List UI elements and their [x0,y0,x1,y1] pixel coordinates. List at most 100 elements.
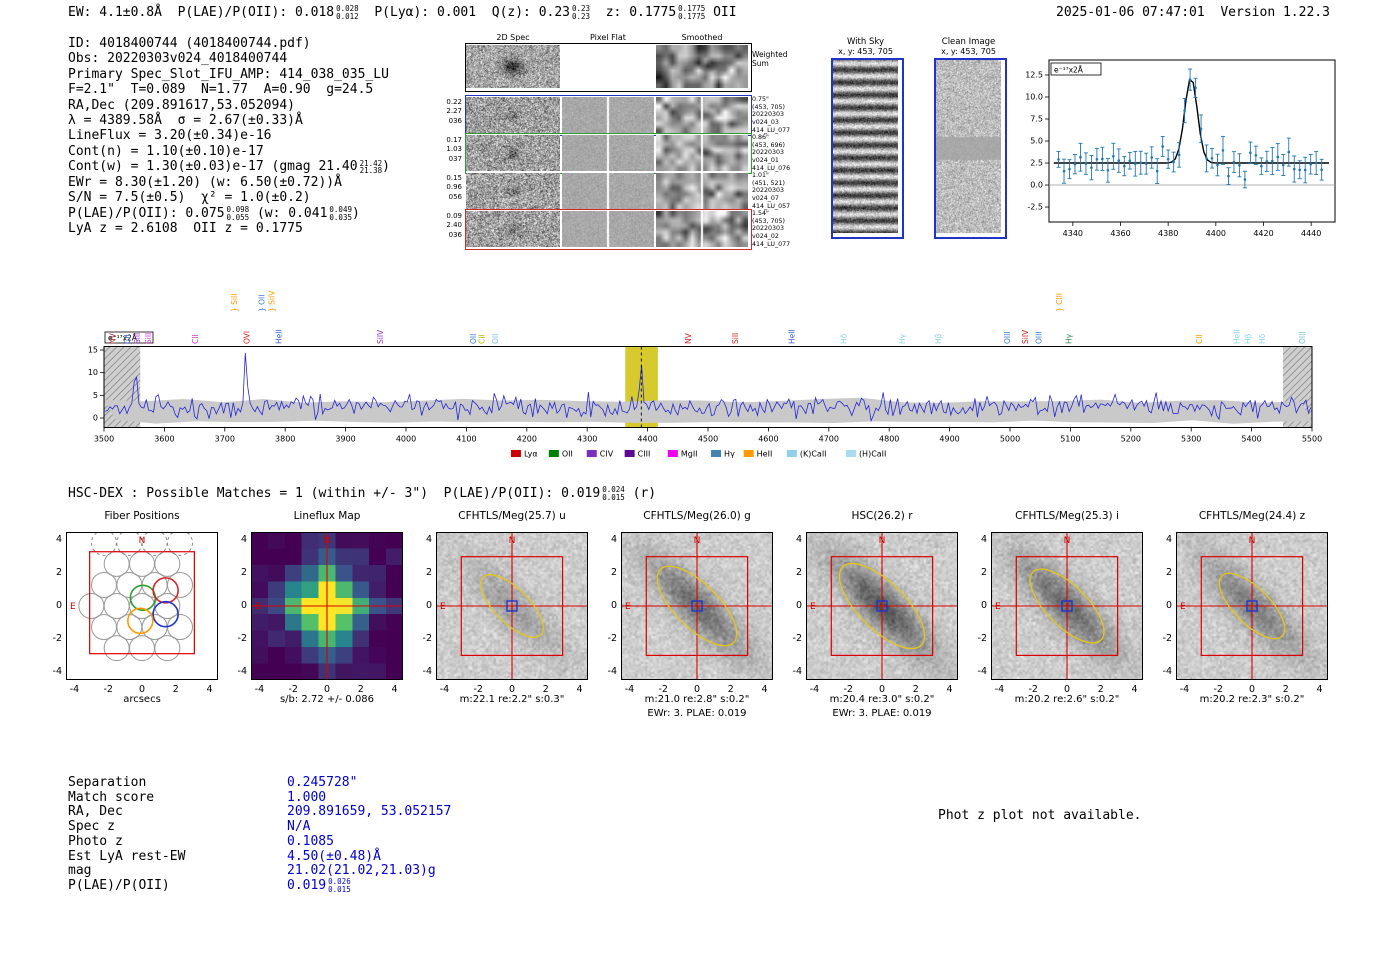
emission-label-8: } SiIV [267,290,276,312]
emission-label-0: NV [108,332,117,344]
aperture-box [1015,556,1119,656]
hsc-dex-matches-line: HSC-DEX : Possible Matches = 1 (within +… [68,486,656,502]
legend-swatch-8 [845,450,856,457]
info-line-10: S/N = 7.5(±0.5) χ² = 1.0(±0.2) [68,190,390,205]
cutout-6-ytick-label: 0 [1165,600,1172,611]
header-seg-4: z: 0.1775 [590,5,677,20]
with-sky-image [833,60,898,233]
cutout-overlay-1: NE [251,532,403,680]
cutout-title-1: Lineflux Map [293,510,361,522]
legend-label-5: Hγ [724,450,735,459]
cutout-6-xtick-label: 2 [1282,684,1289,695]
cutout-5-ytick-label: -2 [977,632,987,644]
spec2d-row-3-right-label: 1.54" (453, 705) 20220303 v024_02 414_LU… [752,210,791,248]
match-table-row-label: Separation [68,775,147,790]
header-seg-0: EW: 4.1±0.8Å P(LAE)/P(OII): 0.018 [68,5,335,20]
match-table-row-value: 21.02(21.02,21.03)g [287,863,436,878]
legend-label-4: MgII [681,450,698,459]
svg-text:5500: 5500 [1302,435,1322,444]
spectrum-line [105,352,1312,423]
fiber-circles [78,532,193,662]
info-line-9: EWr = 8.30(±1.20) (w: 6.50(±0.72))Å [68,175,390,190]
info-3-seg-0: F=2.1" T=0.089 N=1.77 A=0.90 g=24.5 [68,82,374,98]
compass-north-label: N [324,536,331,546]
svg-text:4200: 4200 [517,435,537,444]
clean-image [936,60,1001,233]
info-8-seg-0: Cont(w) = 1.30(±0.03)e-17 (gmag 21.40 [68,159,358,175]
spectrum-ylabel: e⁻¹⁷x2Å [108,334,138,343]
cutout-title-6: CFHTLS/Meg(24.4) z [1198,510,1306,522]
fit-plot-frame [1048,59,1336,223]
info-line-11: P(LAE)/P(OII): 0.075 0.098 0.055 (w: 0.041… [68,206,390,222]
cutout-3-ytick-label: 2 [610,567,617,579]
legend-label-1: OII [562,450,573,459]
svg-text:3700: 3700 [215,435,235,444]
info-2-seg-0: Primary Spec_Slot_IFU_AMP: 414_038_035_L… [68,66,389,82]
emission-label-29: OIII [1298,331,1307,344]
svg-text:15: 15 [88,346,98,355]
info-6-seg-0: LineFlux = 3.20(±0.34)e-16 [68,128,272,144]
hscdex-frac-1: 0.024 0.015 [602,485,625,502]
emission-label-3: SiII [144,333,153,344]
legend-label-8: (H)CaII [859,450,886,459]
cutout-overlay-3: NE [621,532,773,680]
clean-image-frame [934,58,1007,239]
cutout-title-5: CFHTLS/Meg(25.3) i [1015,510,1119,522]
cutout-4-ytick-label: 2 [795,567,802,579]
match-table-row-value: 1.000 [287,790,326,805]
cutout-caption2-3: EWr: 3. PLAE: 0.019 [647,708,747,719]
spec2d-row-1-left-label: 0.17 1.03 037 [446,136,462,163]
info-line-1: Obs: 20220303v024_4018400744 [68,51,390,66]
full-spectrum-svg: 3500 3600 3700 3800 3900 4000 4100 4200 4300 4400… [88,290,1322,459]
emission-label-26: HeII [1233,329,1242,344]
emission-label-9: HeII [275,329,284,344]
svg-text:0: 0 [93,414,98,423]
panel-frame [991,532,1143,680]
match-val-4-seg-0: 0.1085 [287,833,334,849]
svg-text:4000: 4000 [396,435,416,444]
info-line-5: λ = 4389.58Å σ = 2.67(±0.33)Å [68,113,390,128]
svg-text:5: 5 [93,391,98,400]
svg-text:5200: 5200 [1121,435,1141,444]
info-line-3: F=2.1" T=0.089 N=1.77 A=0.90 g=24.5 [68,82,390,97]
emission-label-11: OII [469,334,478,344]
sextractor-ellipse [1029,568,1105,644]
legend-swatch-2 [586,450,597,457]
cutout-caption-1: s/b: 2.72 +/- 0.086 [279,694,375,705]
emission-label-20: OIII [1003,331,1012,344]
cutout-5-ytick-label: -4 [977,665,987,677]
emission-label-27: Hβ [1243,333,1252,344]
header-datetime-version: 2025-01-06 07:47:01 Version 1.22.3 [1056,5,1330,20]
cutout-6-xtick-label: -2 [1213,684,1223,695]
match-val-6-seg-0: 21.02(21.02,21.03)g [287,863,436,879]
cutout-1-ytick-label: -2 [237,632,247,644]
match-val-1-seg-0: 1.000 [287,789,327,805]
spec2d-row-3-smoothed [656,211,748,247]
info-line-2: Primary Spec_Slot_IFU_AMP: 414_038_035_L… [68,67,390,82]
fit-xtick-label: 4420 [1253,229,1273,238]
panel-frame [1176,532,1328,680]
legend-swatch-7 [786,450,797,457]
svg-text:3500: 3500 [94,435,114,444]
cutout-5-xtick-label: 4 [1131,684,1138,695]
cutout-4-ytick-label: -2 [792,632,802,644]
cutout-overlay-6: NE [1176,532,1328,680]
match-val-7-frac-1: 0.026 0.015 [328,877,351,894]
spec2d-row-1-smoothed [656,135,748,171]
header-summary-line: EW: 4.1±0.8Å P(LAE)/P(OII): 0.018 0.028 0.… [68,5,737,21]
cutout-0-xtick-label: 4 [206,684,213,695]
emission-label-10: SiIV [376,329,385,344]
legend-swatch-3 [624,450,635,457]
info-8-frac-1: 21.42 21.38 [359,158,383,176]
spec2d-row-3-pixelflat [562,211,654,247]
cutout-2-xtick-label: 4 [576,684,583,695]
emission-label-28: Hδ [1258,333,1267,344]
cutout-title-3: CFHTLS/Meg(26.0) g [643,510,751,522]
spec2d-col-header-pixelflat: Pixel Flat [590,33,626,42]
cutout-0-xtick-label: 0 [138,684,146,695]
spectrum-legend: Lyα OII CIV CIII MgII Hγ HeII (K)CaII (H)CaII [510,450,886,459]
match-table-row-value: 0.245728" [287,775,357,790]
center-marker [506,600,518,612]
info-11-seg-4: ) [351,205,360,221]
spectrum-yticks: 0 5 10 15 [88,346,104,423]
